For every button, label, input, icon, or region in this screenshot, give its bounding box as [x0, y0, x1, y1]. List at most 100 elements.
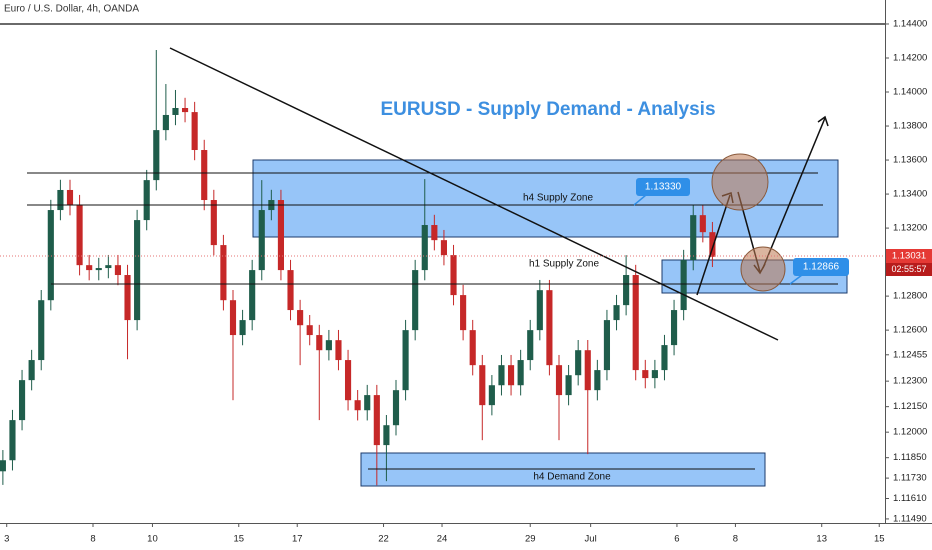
- x-tick-label: 8: [90, 534, 95, 545]
- axes: 1.14400 1.14200 1.14000 1.13800 1.13600 1.134…: [4, 18, 927, 544]
- countdown-label: 02:55:57: [891, 264, 926, 274]
- target-circle: [740, 246, 786, 292]
- chart-title: Euro / U.S. Dollar, 4h, OANDA: [4, 4, 139, 15]
- candle-body: [0, 460, 6, 472]
- candle-body: [670, 310, 678, 346]
- candle-body: [76, 205, 83, 266]
- callout: 1.12866: [789, 258, 849, 285]
- candle-body: [651, 370, 658, 379]
- y-tick-label: 1.12300: [893, 376, 927, 387]
- candle-body: [507, 365, 515, 386]
- x-tick-label: 10: [147, 534, 158, 545]
- zone-label: h4 Supply Zone: [523, 193, 593, 204]
- y-tick-label: 1.12600: [893, 325, 927, 336]
- candle-body: [690, 215, 697, 261]
- candle-body: [105, 265, 112, 269]
- candle-body: [469, 330, 476, 366]
- x-tick-label: 24: [437, 534, 448, 545]
- y-tick-label: 1.11490: [893, 513, 927, 524]
- candle-body: [584, 350, 591, 391]
- y-tick-label: 1.12150: [893, 401, 927, 412]
- callout: 1.13330: [633, 178, 690, 206]
- candle-body: [383, 425, 390, 446]
- x-tick-label: 17: [292, 534, 303, 545]
- candle-body: [181, 108, 189, 113]
- candle-body: [201, 150, 208, 201]
- candle-body: [546, 290, 553, 366]
- candle-body: [632, 275, 639, 371]
- candle-body: [172, 108, 179, 115]
- x-tick-label: 6: [674, 534, 679, 545]
- candle-body: [421, 225, 428, 271]
- trend-line: [169, 47, 779, 341]
- candle-body: [335, 340, 342, 361]
- candle-body: [479, 365, 486, 406]
- candle-body: [699, 215, 706, 233]
- callout-pointer: [633, 194, 647, 206]
- candle-body: [95, 268, 102, 271]
- headline: EURUSD - Supply Demand - Analysis: [380, 99, 715, 120]
- candle-body: [38, 300, 45, 361]
- countdown-tag: [886, 263, 932, 276]
- candle-body: [297, 310, 304, 326]
- y-tick-label: 1.12800: [893, 291, 927, 302]
- y-tick-label: 1.11730: [893, 473, 927, 484]
- candle-body: [517, 360, 524, 386]
- candle-body: [162, 114, 169, 131]
- y-tick-label: 1.13800: [893, 121, 927, 132]
- y-tick-label: 1.13400: [893, 189, 927, 200]
- candle-body: [210, 200, 217, 246]
- candle-body: [277, 200, 285, 271]
- callout-box: [636, 178, 690, 196]
- arrow-head: [817, 115, 829, 127]
- candle-body: [258, 210, 265, 271]
- candle-body: [153, 130, 160, 181]
- candle-body: [57, 189, 64, 211]
- callout-label: 1.12866: [803, 262, 840, 273]
- callout-pointer: [789, 274, 803, 285]
- candle-body: [114, 265, 122, 276]
- candle-body: [642, 370, 649, 379]
- arrow: [696, 194, 731, 296]
- y-tick-label: 1.12000: [893, 427, 927, 438]
- candles: [0, 50, 716, 486]
- zone-label: h4 Demand Zone: [533, 472, 611, 483]
- candle-body: [18, 380, 26, 421]
- candle-body: [392, 390, 400, 426]
- candle-body: [287, 270, 294, 311]
- title-bg: [0, 0, 160, 16]
- candle-body: [498, 365, 505, 386]
- x-tick-label: 15: [874, 534, 885, 545]
- candle-body: [124, 275, 131, 321]
- candle-body: [143, 180, 150, 221]
- candle-body: [431, 225, 438, 241]
- arrow: [762, 117, 826, 269]
- candle-body: [488, 385, 495, 406]
- candle-body: [239, 320, 246, 336]
- candle-body: [575, 350, 582, 376]
- candle-body: [249, 270, 256, 321]
- candle-body: [134, 220, 141, 321]
- candle-body: [460, 295, 467, 331]
- y-tick-label: 1.11610: [893, 493, 927, 504]
- x-tick-label: 8: [733, 534, 738, 545]
- candle-body: [66, 189, 74, 206]
- candle-body: [555, 365, 563, 396]
- last-price-label: 1.13031: [892, 251, 926, 262]
- candle-body: [354, 400, 361, 411]
- y-tick-label: 1.14000: [893, 87, 927, 98]
- candle-body: [412, 270, 419, 331]
- y-tick-label: 1.11850: [893, 452, 927, 463]
- y-tick-label: 1.13600: [893, 155, 927, 166]
- x-tick-label: 3: [4, 534, 9, 545]
- x-tick-label: 29: [525, 534, 536, 545]
- y-tick-label: 1.14200: [893, 53, 927, 64]
- last-price-tag: [886, 249, 932, 263]
- candle-body: [565, 375, 572, 396]
- candle-body: [402, 330, 409, 391]
- candle-body: [450, 255, 457, 296]
- candle-body: [316, 335, 323, 351]
- candle-body: [325, 340, 332, 351]
- candle-body: [344, 360, 352, 401]
- candle-body: [86, 265, 93, 271]
